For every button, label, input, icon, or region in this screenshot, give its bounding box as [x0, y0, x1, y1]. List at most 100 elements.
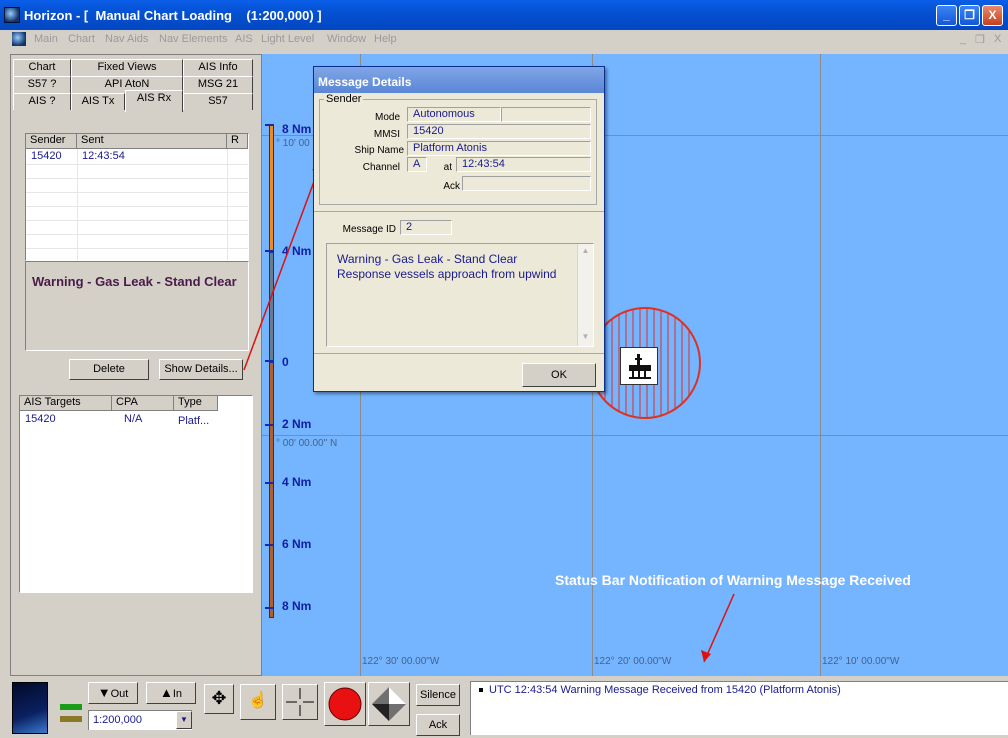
alarm-button[interactable] [324, 682, 366, 726]
message-text-area[interactable]: Warning - Gas Leak - Stand Clear Respons… [326, 243, 594, 347]
col-cpa[interactable]: CPA [112, 396, 174, 411]
scale-label: 4 Nm [282, 475, 312, 489]
channel-label: Channel [362, 162, 400, 173]
tab-ais-rx[interactable]: AIS Rx [125, 90, 183, 112]
tab-ais-tx[interactable]: AIS Tx [71, 93, 125, 110]
at-label: at [443, 162, 452, 173]
menu-ais[interactable]: AIS [235, 33, 253, 45]
col-sender[interactable]: Sender [26, 134, 77, 149]
title-bar[interactable]: Horizon - [ Manual Chart Loading (1:200,… [0, 0, 1008, 30]
tab-chart[interactable]: Chart [13, 59, 71, 76]
mdi-child-icon [12, 32, 26, 46]
pan-tool-icon[interactable]: ✥ [204, 684, 234, 714]
tab-api-aton[interactable]: API AtoN [71, 76, 183, 93]
grid-line [262, 135, 1008, 136]
col-ais-targets[interactable]: AIS Targets [20, 396, 112, 411]
ack-label: Ack [443, 181, 460, 192]
left-panel: Chart Fixed Views AIS Info S57 ? API Ato… [10, 54, 262, 676]
row-target: 15420 [25, 413, 56, 425]
lat-label: ° 00' 00.00" N [276, 438, 338, 449]
silence-button[interactable]: Silence [416, 684, 460, 706]
row-cpa: N/A [124, 413, 143, 425]
grid-line [262, 435, 1008, 436]
time-field: 12:43:54 [456, 157, 591, 172]
channel-field: A [407, 157, 427, 172]
mode-label: Mode [374, 112, 400, 123]
grid-line [820, 54, 821, 676]
oil-platform-icon[interactable] [620, 347, 658, 385]
scale-bar-lower [269, 362, 274, 618]
ack-field [462, 176, 591, 191]
scale-select[interactable]: 1:200,000 ▼ [88, 710, 192, 730]
ok-button[interactable]: OK [522, 363, 596, 387]
layer-olive-icon[interactable] [60, 716, 82, 722]
mdi-close-button[interactable]: X [994, 33, 1002, 45]
ais-targets-list[interactable]: AIS Targets CPA Type 15420 N/A Platf... [19, 395, 253, 593]
menu-nav-elements[interactable]: Nav Elements [159, 33, 228, 45]
mmsi-label: MMSI [373, 129, 400, 140]
zoom-in-button[interactable]: ▲In [146, 682, 196, 704]
table-row[interactable]: 15420 N/A Platf... [20, 413, 252, 427]
tab-fixed-views[interactable]: Fixed Views [71, 59, 183, 76]
mode-extra-field [501, 107, 591, 122]
zoom-out-button[interactable]: ▼Out [88, 682, 138, 704]
dialog-title[interactable]: Message Details [314, 67, 604, 93]
tab-ais-info[interactable]: AIS Info [183, 59, 253, 76]
menu-chart[interactable]: Chart [68, 33, 95, 45]
delete-button[interactable]: Delete [69, 359, 149, 380]
mdi-restore-button[interactable]: ❐ [975, 34, 985, 46]
menu-main[interactable]: Main [34, 33, 58, 45]
close-button[interactable]: X [982, 5, 1003, 26]
scroll-down-icon[interactable]: ▼ [581, 332, 590, 341]
row-sent: 12:43:54 [82, 150, 125, 162]
ship-name-field: Platform Atonis [407, 141, 591, 156]
window-title: Horizon - [ Manual Chart Loading (1:200,… [24, 8, 322, 23]
message-line: Warning - Gas Leak - Stand Clear [337, 252, 518, 266]
minimize-button[interactable]: _ [936, 5, 957, 26]
mdi-minimize-button[interactable]: _ [960, 33, 967, 45]
message-preview-text: Warning - Gas Leak - Stand Clear [32, 274, 237, 289]
menu-nav-aids[interactable]: Nav Aids [105, 33, 149, 45]
messages-list[interactable]: Sender Sent R 15420 12:43:54 [25, 133, 249, 261]
tab-ais-help[interactable]: AIS ? [13, 93, 71, 110]
message-scrollbar[interactable]: ▲ ▼ [577, 244, 593, 346]
col-sent[interactable]: Sent [77, 134, 227, 149]
chevron-down-icon[interactable]: ▼ [176, 711, 192, 729]
message-details-dialog: Message Details Sender Mode Autonomous M… [313, 66, 605, 392]
menu-bar: Main Chart Nav Aids Nav Elements AIS Lig… [0, 30, 1008, 49]
menu-window[interactable]: Window [327, 33, 367, 45]
col-type[interactable]: Type [174, 396, 218, 411]
scale-label: 2 Nm [282, 417, 312, 431]
lon-label: 122° 10' 00.00"W [822, 656, 900, 667]
menu-help[interactable]: Help [374, 33, 397, 45]
scale-bar-middle [269, 252, 274, 362]
menu-light-level[interactable]: Light Level [261, 33, 315, 45]
track-marker-icon[interactable] [368, 682, 410, 726]
scale-label: 8 Nm [282, 599, 312, 613]
scale-label: 4 Nm [282, 244, 312, 258]
scroll-up-icon[interactable]: ▲ [581, 246, 590, 255]
tab-s57-help[interactable]: S57 ? [13, 76, 71, 93]
up-triangle-icon: ▲ [159, 685, 173, 700]
layer-green-icon[interactable] [60, 704, 82, 710]
restore-button[interactable]: ❐ [959, 5, 980, 26]
show-details-button[interactable]: Show Details... [159, 359, 243, 380]
col-read[interactable]: R [227, 134, 248, 149]
mmsi-field: 15420 [407, 124, 591, 139]
scale-label: 8 Nm [282, 122, 312, 136]
status-message: UTC 12:43:54 Warning Message Received fr… [489, 684, 841, 696]
scale-bar-upper [269, 124, 274, 252]
tab-s57[interactable]: S57 [183, 93, 253, 110]
table-row[interactable]: 15420 12:43:54 [26, 150, 248, 164]
status-message-box[interactable]: UTC 12:43:54 Warning Message Received fr… [470, 681, 1008, 735]
message-id-label: Message ID [342, 224, 396, 235]
app-icon [4, 7, 20, 23]
ack-button[interactable]: Ack [416, 714, 460, 736]
tab-msg-21[interactable]: MSG 21 [183, 76, 253, 93]
bullet-icon [479, 688, 483, 692]
down-triangle-icon: ▼ [97, 685, 111, 700]
sender-group-label: Sender [324, 93, 364, 105]
query-tool-icon[interactable]: ☝ [240, 684, 276, 720]
day-night-icon[interactable] [12, 682, 48, 734]
crosshair-tool-icon[interactable] [282, 684, 318, 720]
